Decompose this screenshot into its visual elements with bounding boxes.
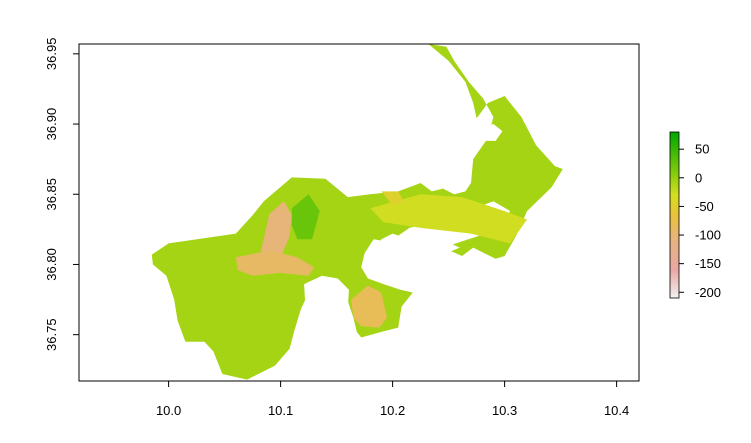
x-tick-label: 10.4 xyxy=(604,403,629,418)
colorbar-gradient xyxy=(669,131,680,299)
x-tick-label: 10.0 xyxy=(156,403,181,418)
colorbar-tick-label: -200 xyxy=(695,285,721,300)
colorbar-legend: 50 0 -50 -100 -150 -200 xyxy=(669,131,721,300)
y-axis: 36.75 36.80 36.85 36.90 36.95 xyxy=(44,38,80,351)
map-region-eastern-coastal-plain xyxy=(370,194,527,244)
map-region-western-hills xyxy=(291,194,320,240)
y-tick-label: 36.95 xyxy=(44,38,59,71)
y-tick-label: 36.75 xyxy=(44,318,59,351)
map-cutout-lake-tunis xyxy=(370,233,460,279)
map-region-central-depression xyxy=(260,201,292,265)
map-cutout-ariana-lagoon xyxy=(476,124,503,141)
colorbar-tick-label: -50 xyxy=(695,199,714,214)
y-tick-label: 36.90 xyxy=(44,108,59,141)
x-tick-label: 10.3 xyxy=(492,403,517,418)
map-region-northern-lowland xyxy=(381,191,404,206)
y-tick-label: 36.80 xyxy=(44,248,59,281)
map-region-southern-depression xyxy=(351,285,387,328)
x-tick-label: 10.2 xyxy=(380,403,405,418)
colorbar-tick-label: 50 xyxy=(695,142,709,157)
raster-map xyxy=(151,44,563,380)
map-region-lake-shore-lowland xyxy=(235,250,315,276)
x-tick-label: 10.1 xyxy=(268,403,293,418)
y-tick-label: 36.85 xyxy=(44,178,59,211)
colorbar-tick-label: -100 xyxy=(695,228,721,243)
map-cutout-sebkha-sijoumi xyxy=(304,275,349,332)
map-region-main-landmass xyxy=(151,44,563,380)
colorbar-tick-label: 0 xyxy=(695,170,702,185)
colorbar-tick-label: -150 xyxy=(695,256,721,271)
x-axis: 10.0 10.1 10.2 10.3 10.4 xyxy=(156,380,629,418)
